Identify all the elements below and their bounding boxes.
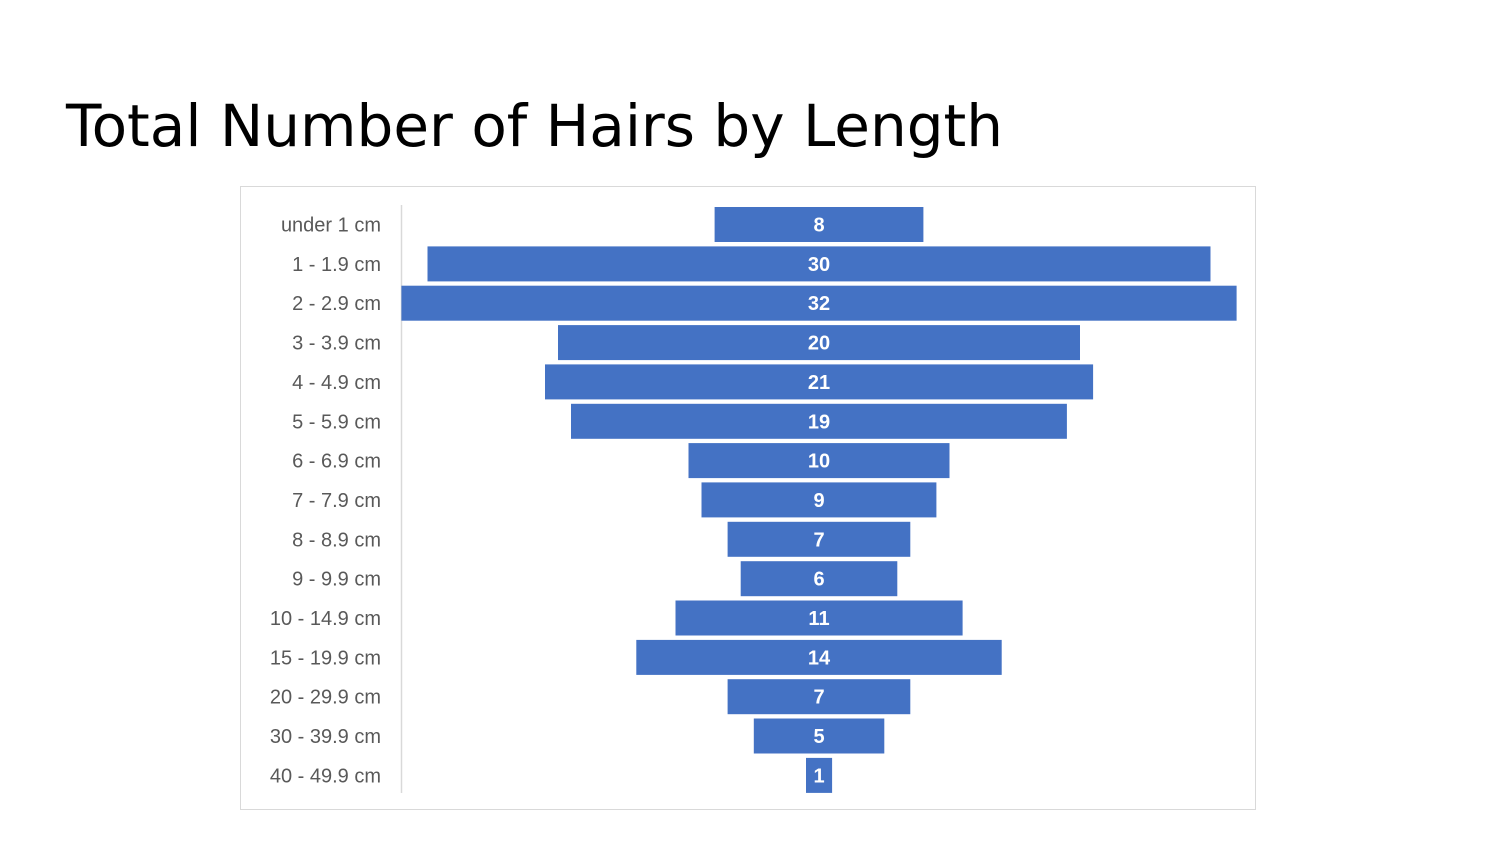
category-label: 20 - 29.9 cm bbox=[270, 687, 381, 709]
category-label: 6 - 6.9 cm bbox=[292, 451, 381, 473]
bars bbox=[401, 207, 1237, 793]
category-label: 2 - 2.9 cm bbox=[292, 293, 381, 315]
category-label: under 1 cm bbox=[281, 215, 381, 237]
bar-6 bbox=[688, 443, 950, 479]
data-label: 20 bbox=[808, 333, 830, 355]
data-label: 8 bbox=[813, 215, 824, 237]
category-label: 1 - 1.9 cm bbox=[292, 254, 381, 276]
data-label: 32 bbox=[808, 293, 830, 315]
data-label: 7 bbox=[813, 529, 824, 551]
category-label: 4 - 4.9 cm bbox=[292, 372, 381, 394]
category-label: 30 - 39.9 cm bbox=[270, 726, 381, 748]
bar-3 bbox=[558, 325, 1080, 361]
category-label: 5 - 5.9 cm bbox=[292, 411, 381, 433]
data-label: 5 bbox=[813, 726, 824, 748]
data-label: 1 bbox=[813, 765, 824, 787]
bar-11 bbox=[636, 639, 1002, 675]
bar-1 bbox=[427, 246, 1211, 282]
category-label: 7 - 7.9 cm bbox=[292, 490, 381, 512]
data-label: 21 bbox=[808, 372, 830, 394]
data-label: 6 bbox=[813, 569, 824, 591]
data-label: 10 bbox=[808, 451, 830, 473]
data-label: 30 bbox=[808, 254, 830, 276]
data-label: 19 bbox=[808, 411, 830, 433]
bar-0 bbox=[714, 207, 924, 242]
category-label: 15 - 19.9 cm bbox=[270, 647, 381, 669]
data-label: 9 bbox=[813, 490, 824, 512]
category-labels: under 1 cm 1 - 1.9 cm 2 - 2.9 cm 3 - 3.9 cm… bbox=[270, 215, 381, 788]
bar-7 bbox=[701, 482, 937, 518]
data-label: 11 bbox=[808, 608, 829, 630]
bar-2 bbox=[401, 285, 1237, 321]
bar-10 bbox=[675, 600, 963, 636]
category-label: 10 - 14.9 cm bbox=[270, 608, 381, 630]
category-label: 40 - 49.9 cm bbox=[270, 765, 381, 787]
data-label: 7 bbox=[813, 687, 824, 709]
bar-12 bbox=[727, 679, 911, 715]
bar-14 bbox=[806, 757, 833, 793]
category-label: 8 - 8.9 cm bbox=[292, 529, 381, 551]
category-label: 9 - 9.9 cm bbox=[292, 569, 381, 591]
bar-13 bbox=[753, 718, 885, 754]
bar-9 bbox=[740, 561, 898, 597]
category-label: 3 - 3.9 cm bbox=[292, 333, 381, 355]
page-title: Total Number of Hairs by Length bbox=[66, 92, 1004, 160]
bar-5 bbox=[571, 403, 1067, 439]
data-labels: 8 30 32 20 21 19 10 9 7 6 11 14 7 5 1 bbox=[808, 215, 831, 788]
bar-4 bbox=[545, 364, 1094, 400]
bar-8 bbox=[727, 521, 911, 557]
data-label: 14 bbox=[808, 647, 831, 669]
